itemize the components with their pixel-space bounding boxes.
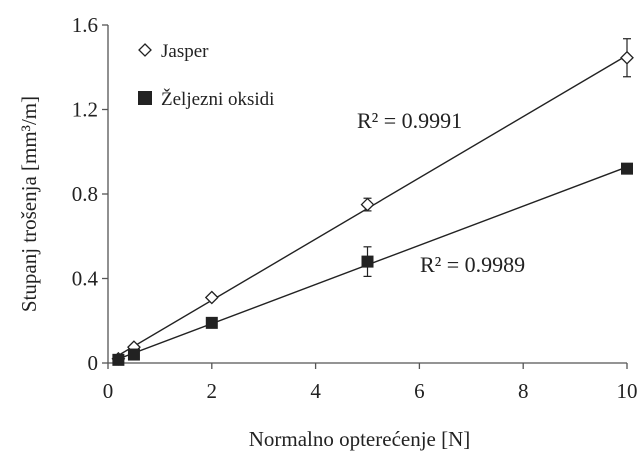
data-point-zeljezni-oksidi <box>361 255 374 268</box>
x-axis-label: Normalno opterećenje [N] <box>249 427 471 451</box>
y-ticks: 0 0.4 0.8 1.2 1.6 <box>72 13 108 375</box>
legend-item-jasper: Jasper <box>138 41 209 62</box>
legend-marker-zeljezni-oksidi <box>138 91 152 105</box>
x-ticks: 0 2 4 6 8 10 <box>103 363 638 403</box>
y-tick-label: 0.8 <box>72 182 98 206</box>
legend-item-zeljezni-oksidi: Željezni oksidi <box>138 88 274 110</box>
data-point-zeljezni-oksidi <box>112 353 125 366</box>
data-point-jasper <box>204 290 219 305</box>
y-tick-label: 1.6 <box>72 13 98 37</box>
x-tick-label: 6 <box>414 379 425 403</box>
x-tick-label: 0 <box>103 379 114 403</box>
legend-marker-jasper <box>138 43 152 57</box>
data-point-zeljezni-oksidi <box>127 348 140 361</box>
legend: Jasper Željezni oksidi <box>138 41 274 110</box>
data-point-jasper <box>620 50 634 65</box>
x-tick-label: 8 <box>518 379 529 403</box>
legend-label-jasper: Jasper <box>161 41 209 62</box>
data-point-jasper <box>360 197 375 212</box>
data-points <box>111 50 634 366</box>
y-tick-label: 0.4 <box>72 267 99 291</box>
y-tick-label: 0 <box>88 351 99 375</box>
y-axis-label: Stupanj trošenja [mm³/m] <box>17 96 41 312</box>
data-point-zeljezni-oksidi <box>205 316 218 329</box>
r2-annotation-zeljezni-oksidi: R² = 0.9989 <box>420 252 525 277</box>
y-tick-label: 1.2 <box>72 98 98 122</box>
legend-label-zeljezni-oksidi: Željezni oksidi <box>161 88 274 110</box>
r2-annotation-jasper: R² = 0.9991 <box>357 108 462 133</box>
x-tick-label: 2 <box>207 379 218 403</box>
x-tick-label: 10 <box>617 379 638 403</box>
data-point-zeljezni-oksidi <box>621 162 633 175</box>
x-tick-label: 4 <box>310 379 321 403</box>
